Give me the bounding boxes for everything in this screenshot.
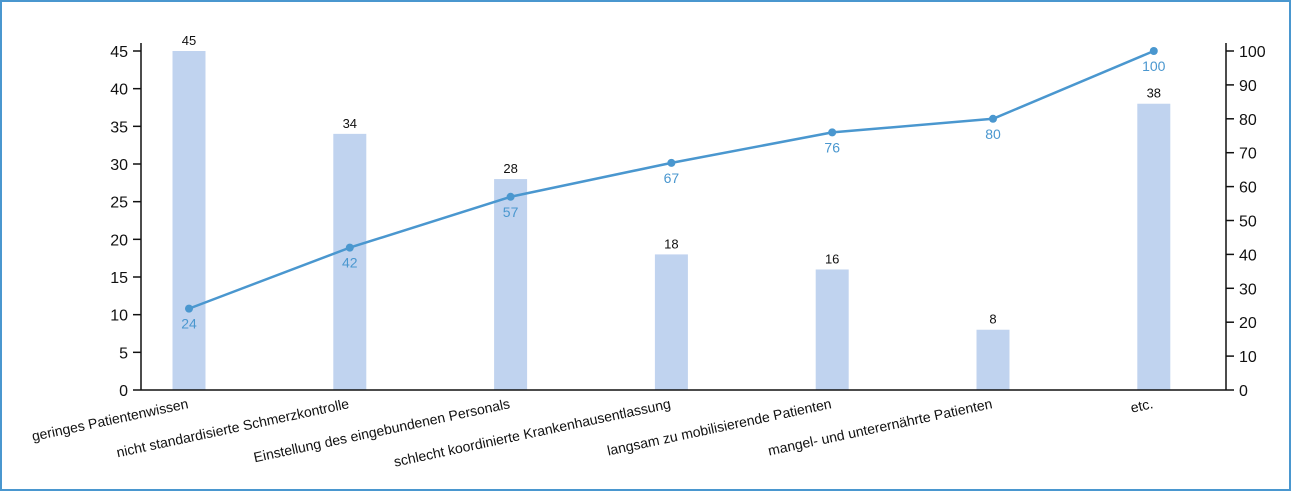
- left-tick-label: 10: [110, 308, 128, 325]
- right-tick-label: 70: [1239, 146, 1257, 163]
- left-tick-label: 40: [110, 82, 128, 99]
- line-point-label: 57: [503, 204, 519, 220]
- right-tick-label: 60: [1239, 180, 1257, 197]
- line-point: [345, 243, 354, 252]
- category-label: schlecht koordinierte Krankenhausentlass…: [392, 395, 672, 469]
- right-tick-label: 40: [1239, 247, 1257, 264]
- right-tick-label: 80: [1239, 112, 1257, 129]
- bar-value-label: 18: [664, 236, 678, 251]
- line-point: [185, 304, 193, 313]
- bar-value-label: 8: [989, 312, 996, 327]
- line-point-label: 76: [824, 139, 840, 155]
- bars: [172, 51, 1171, 390]
- right-tick-label: 30: [1239, 281, 1257, 298]
- right-tick-label: 10: [1239, 349, 1257, 366]
- right-tick-label: 100: [1239, 44, 1266, 61]
- line-point: [667, 158, 676, 167]
- left-tick-label: 15: [110, 270, 128, 287]
- bar: [172, 51, 206, 390]
- bar-value-label: 34: [343, 116, 357, 131]
- bar-value-label: 16: [825, 251, 839, 266]
- right-tick-label: 90: [1239, 78, 1257, 95]
- left-axis: 0 5 10 15 20 25 30 35 40 45: [110, 43, 142, 400]
- bar: [494, 179, 528, 390]
- left-tick-label: 20: [110, 232, 128, 249]
- bar-value-label: 28: [503, 161, 517, 176]
- right-tick-label: 50: [1239, 214, 1257, 231]
- left-tick-label: 45: [110, 44, 128, 61]
- left-tick-label: 35: [110, 119, 128, 136]
- line-point-label: 80: [985, 126, 1001, 142]
- bar: [333, 133, 367, 390]
- right-tick-label: 20: [1239, 315, 1257, 332]
- line-point: [989, 114, 997, 123]
- left-tick-label: 25: [110, 195, 128, 212]
- bar-value-labels: 45 34 28 18 16 8 38: [182, 33, 1161, 327]
- cumulative-line-layer: 24 42 57 67 76 80 100: [181, 47, 1166, 332]
- line-point-label: 100: [1142, 58, 1166, 74]
- line-point: [1149, 47, 1158, 55]
- line-point: [828, 128, 837, 137]
- line-point-label: 42: [342, 255, 358, 271]
- left-tick-label: 0: [119, 383, 128, 400]
- left-tick-label: 30: [110, 157, 128, 174]
- bar: [976, 329, 1010, 390]
- bar: [654, 254, 688, 390]
- bar-value-label: 38: [1147, 86, 1161, 101]
- category-label: etc.: [1129, 395, 1154, 415]
- category-label: Einstellung des eingebundenen Personals: [252, 395, 511, 465]
- line-point-label: 67: [664, 170, 680, 186]
- bar: [815, 269, 849, 390]
- line-point-label: 24: [181, 316, 197, 332]
- bar-value-label: 45: [182, 33, 196, 48]
- right-axis: 0 10 20 30 40 50 60 70 80 90 100: [1225, 43, 1266, 400]
- left-tick-label: 5: [119, 345, 128, 362]
- right-tick-label: 0: [1239, 383, 1248, 400]
- line-point: [506, 192, 515, 201]
- bar: [1137, 103, 1171, 390]
